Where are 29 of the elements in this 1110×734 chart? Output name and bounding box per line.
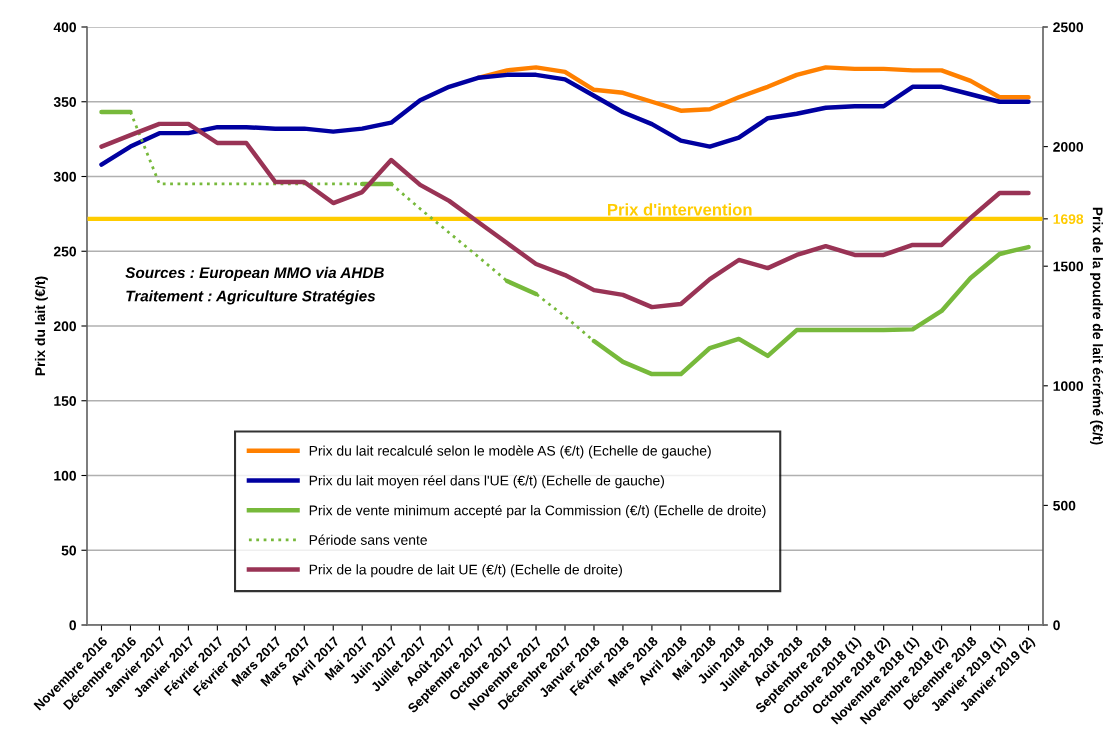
y-tick-label: 200 (53, 321, 77, 332)
line-series (475, 65, 1031, 113)
ref-line-label: Prix d'intervention (608, 203, 752, 216)
y-tick-label: 250 (53, 246, 77, 257)
y2-tick-label: 1500 (1053, 261, 1084, 272)
y-tick-label: 350 (53, 97, 77, 107)
line-series (99, 121, 1031, 310)
y2-tick-label: 1000 (1053, 381, 1084, 391)
y2-tick-label: 0 (1053, 620, 1060, 631)
y2-tick-label: 500 (1053, 500, 1076, 511)
y-tick-label: 150 (54, 396, 77, 406)
y-tick-label: 50 (61, 545, 77, 556)
legend-label: Prix de la poudre de lait UE (€/t) (Echelle de droite) (309, 564, 622, 578)
y-tick-label: 400 (53, 22, 77, 33)
annotation: Sources : European MMO via AHDB (125, 266, 384, 282)
y-tick-label: 300 (53, 171, 77, 182)
annotation: Traitement : Agriculture Stratégies (126, 290, 376, 305)
y-tick-label: 0 (69, 620, 77, 631)
y2-tick-label: 2500 (1053, 22, 1084, 33)
y2-tick-label: 2000 (1053, 141, 1084, 152)
legend-label: Période sans vente (309, 534, 427, 545)
y2-tick-label: 1698 (1053, 214, 1084, 225)
legend-label: Prix du lait recalculé selon le modèle AS (€/t) (Echelle de gauche) (309, 445, 711, 459)
line-series (99, 72, 1031, 167)
legend-label: Prix de vente minimum accepté par la Commission (€/t) (Echelle de droite) (309, 504, 766, 519)
legend-label: Prix du lait moyen réel dans l'UE (€/t) (Echelle de gauche) (309, 475, 664, 489)
y2-axis-title: Prix de la poudre de lait écrémé (€/t) (1089, 207, 1104, 445)
y-axis-title: Prix du lait (€/t) (34, 276, 48, 376)
y-tick-label: 100 (54, 470, 77, 481)
